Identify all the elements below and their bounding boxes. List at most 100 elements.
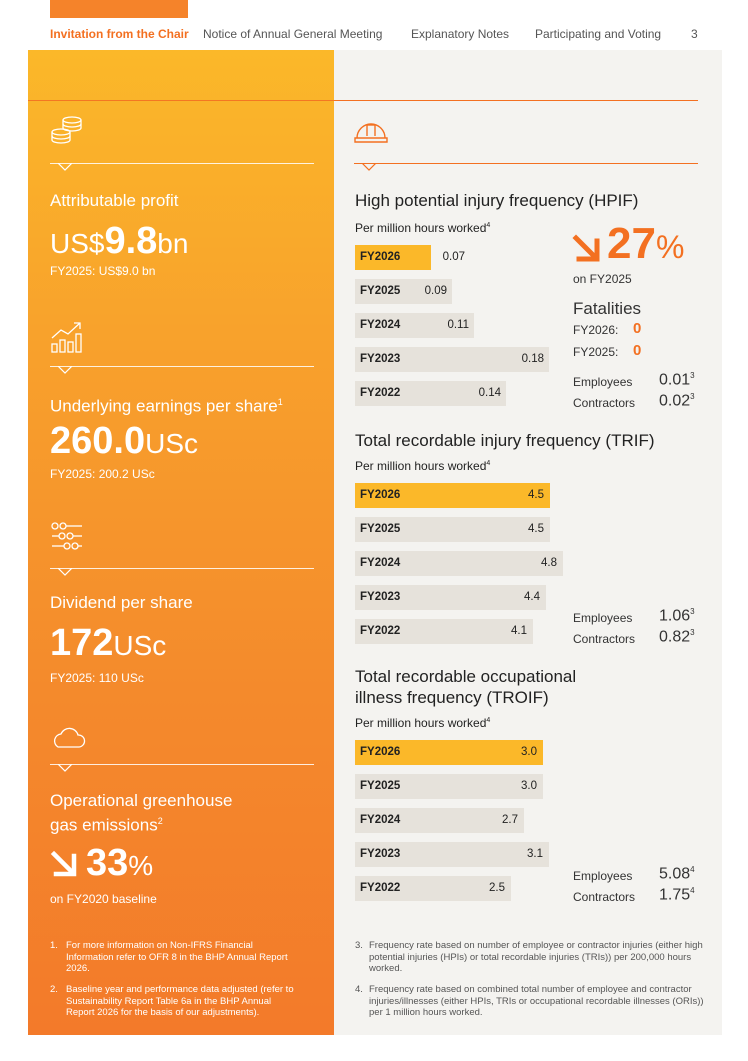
bar-fy2023: FY2023 4.4 (355, 585, 546, 610)
divider (50, 764, 314, 765)
ghg-title-line2: gas emissions (50, 815, 158, 835)
page-number: 3 (691, 27, 698, 41)
hpif-subtitle-text: Per million hours worked (355, 221, 487, 235)
value-text: 0.02 (659, 392, 691, 410)
bar-value-label: 4.1 (511, 625, 527, 637)
divider-notch (58, 568, 72, 576)
footnote-4: 4. Frequency rate based on combined tota… (355, 984, 715, 1019)
bar-category-label: FY2024 (360, 814, 401, 826)
ghg-title-line1: Operational greenhouse (50, 791, 233, 810)
ghg-footnote-ref: 2 (157, 816, 163, 826)
coins-icon (50, 114, 84, 146)
troif-subtitle: Per million hours worked4 (355, 716, 490, 730)
divider (354, 163, 698, 164)
troif-employees-label: Employees (573, 869, 633, 883)
eps-title-text: Underlying earnings per share (50, 396, 278, 416)
profit-prefix: US$ (50, 228, 105, 259)
bar-category-label: FY2023 (360, 591, 401, 603)
bar-category-label: FY2022 (360, 882, 401, 894)
fatalities-fy2025-value: 0 (633, 342, 642, 359)
bar-fy2022: FY2022 4.1 (355, 619, 533, 644)
footnote-number: 1. (50, 940, 58, 951)
troif-contractors-value: 1.754 (659, 886, 695, 904)
bar-category-label: FY2024 (360, 557, 401, 569)
divider-notch (58, 764, 72, 772)
nav-participating-and-voting[interactable]: Participating and Voting (535, 27, 662, 41)
top-divider-right (334, 100, 698, 101)
eps-comparison: FY2025: 200.2 USc (50, 467, 155, 481)
value-ref: 4 (690, 886, 695, 895)
nav-notice-of-agm[interactable]: Notice of Annual General Meeting (203, 27, 383, 41)
bar-category-label: FY2026 (360, 746, 401, 758)
bar-fy2024: FY2024 0.11 (355, 313, 474, 338)
troif-subtitle-text: Per million hours worked (355, 716, 487, 730)
bar-value-label: 3.0 (521, 746, 537, 758)
bar-category-label: FY2026 (360, 251, 401, 263)
footnote-number: 4. (355, 984, 363, 995)
down-right-arrow-icon (572, 234, 602, 264)
divider (50, 568, 314, 569)
bar-value-label: 4.5 (528, 523, 544, 535)
bar-fy2025: FY2025 0.09 (355, 279, 452, 304)
down-right-arrow-icon (50, 850, 78, 878)
value-text: 0.01 (659, 371, 691, 389)
nav-explanatory-notes[interactable]: Explanatory Notes (411, 27, 510, 41)
bar-fy2026: FY2026 3.0 (355, 740, 543, 765)
divider-notch (58, 366, 72, 374)
top-divider-left (28, 100, 334, 101)
bar-category-label: FY2026 (360, 489, 401, 501)
footnote-1: 1. For more information on Non-IFRS Fina… (50, 940, 300, 975)
cloud-icon (50, 726, 86, 750)
footnote-text: Baseline year and performance data adjus… (66, 984, 294, 1018)
value-ref: 4 (690, 865, 695, 874)
hpif-change-sub: on FY2025 (573, 272, 632, 286)
profit-title: Attributable profit (50, 191, 179, 210)
bar-fy2022: FY2022 2.5 (355, 876, 511, 901)
profit-value: US$9.8bn (50, 222, 188, 260)
fatalities-fy2026-value: 0 (633, 320, 642, 337)
troif-title-line2: illness frequency (TROIF) (355, 688, 549, 707)
bar-fy2023: FY2023 3.1 (355, 842, 549, 867)
value-text: 0.82 (659, 628, 691, 646)
hpif-employees-label: Employees (573, 375, 633, 389)
nav-invitation-from-chair[interactable]: Invitation from the Chair (50, 27, 189, 41)
ghg-value: 33% (86, 844, 153, 882)
sliders-icon (50, 522, 84, 552)
dividend-title: Dividend per share (50, 593, 193, 612)
dividend-number: 172 (50, 622, 114, 664)
divider-notch (58, 163, 72, 171)
bar-value-label: 2.5 (489, 882, 505, 894)
bar-fy2025: FY2025 3.0 (355, 774, 543, 799)
dividend-comparison: FY2025: 110 USc (50, 671, 144, 685)
hpif-contractors-value: 0.023 (659, 392, 695, 410)
ghg-baseline: on FY2020 baseline (50, 892, 157, 906)
footnote-2: 2. Baseline year and performance data ad… (50, 984, 300, 1019)
trif-employees-value: 1.063 (659, 607, 695, 625)
profit-number: 9.8 (104, 220, 158, 262)
trif-subtitle-text: Per million hours worked (355, 459, 487, 473)
hpif-contractors-label: Contractors (573, 396, 636, 410)
eps-suffix: USc (145, 428, 198, 459)
hpif-subtitle-ref: 4 (486, 222, 491, 229)
trif-contractors-value: 0.823 (659, 628, 695, 646)
value-ref: 3 (690, 392, 695, 401)
left-highlights-panel (28, 50, 334, 1035)
troif-subtitle-ref: 4 (486, 717, 491, 724)
ghg-title: Operational greenhouse gas emissions2 (50, 790, 232, 836)
bar-value-label: 0.07 (442, 251, 465, 263)
troif-employees-value: 5.084 (659, 865, 695, 883)
bar-category-label: FY2023 (360, 848, 401, 860)
trif-subtitle: Per million hours worked4 (355, 459, 490, 473)
bar-value-label: 3.1 (527, 848, 543, 860)
divider (50, 163, 314, 164)
footnote-text: Frequency rate based on number of employ… (369, 940, 703, 974)
trif-title: Total recordable injury frequency (TRIF) (355, 431, 655, 450)
right-safety-panel (334, 50, 722, 1035)
troif-contractors-label: Contractors (573, 890, 636, 904)
value-ref: 3 (690, 628, 695, 637)
bar-category-label: FY2025 (360, 780, 401, 792)
hpif-change: 27% (607, 222, 684, 266)
bar-value-label: 3.0 (521, 780, 537, 792)
profit-comparison: FY2025: US$9.0 bn (50, 264, 156, 278)
eps-number: 260.0 (50, 420, 146, 462)
